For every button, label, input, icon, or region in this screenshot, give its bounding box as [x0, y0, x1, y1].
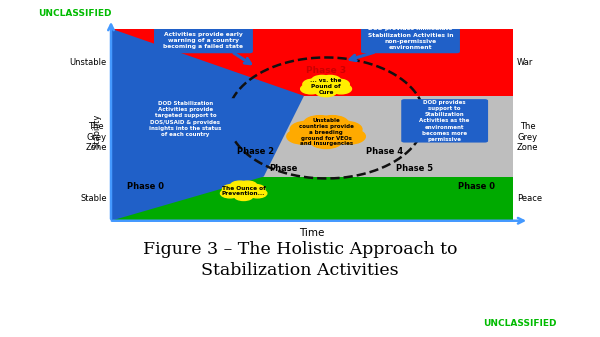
Text: UNCLASSIFIED: UNCLASSIFIED: [483, 319, 557, 328]
Text: DOD Stabilization
Activities provide early
warning of a country
becoming a faile: DOD Stabilization Activities provide ear…: [163, 26, 244, 49]
Text: War: War: [517, 58, 533, 67]
Text: DOD Stabilization
Activities provide
targeted support to
DOS/USAID & provides
in: DOD Stabilization Activities provide tar…: [149, 101, 221, 137]
Polygon shape: [111, 29, 304, 221]
Circle shape: [304, 116, 336, 131]
Circle shape: [333, 129, 365, 144]
Circle shape: [220, 189, 239, 198]
FancyBboxPatch shape: [401, 99, 488, 143]
Circle shape: [331, 84, 352, 94]
Text: Phase 3: Phase 3: [306, 66, 346, 75]
Circle shape: [311, 75, 332, 85]
Text: Phase 0: Phase 0: [127, 182, 164, 191]
Circle shape: [320, 75, 341, 85]
Text: Phase 2: Phase 2: [237, 147, 274, 156]
Circle shape: [248, 189, 267, 198]
Circle shape: [316, 116, 349, 131]
Circle shape: [238, 181, 257, 190]
Text: DOD provides
support to
Stabilization
Activities as the
environment
becomes more: DOD provides support to Stabilization Ac…: [419, 100, 470, 142]
Circle shape: [311, 79, 341, 93]
Text: The
Grey
Zone: The Grey Zone: [86, 122, 107, 152]
Text: Phase: Phase: [269, 164, 298, 173]
Text: Stability: Stability: [92, 113, 101, 148]
Bar: [111, 96, 513, 177]
Circle shape: [310, 133, 342, 149]
Circle shape: [234, 191, 253, 201]
Text: Time: Time: [299, 228, 325, 238]
Circle shape: [287, 129, 319, 144]
Text: UNCLASSIFIED: UNCLASSIFIED: [38, 9, 112, 18]
Circle shape: [245, 184, 265, 194]
Circle shape: [230, 181, 250, 190]
Text: The Ounce of
Prevention...: The Ounce of Prevention...: [222, 186, 266, 196]
Text: ... vs. the
Pound of
Cure: ... vs. the Pound of Cure: [310, 78, 342, 95]
Circle shape: [301, 84, 322, 94]
Bar: [111, 29, 513, 96]
Circle shape: [303, 79, 325, 90]
Text: Unstable: Unstable: [70, 58, 107, 67]
Text: The
Grey
Zone: The Grey Zone: [517, 122, 539, 152]
FancyBboxPatch shape: [135, 98, 236, 140]
Circle shape: [328, 121, 362, 137]
Text: Stable: Stable: [80, 194, 107, 203]
Circle shape: [290, 121, 324, 137]
Text: Phase 5: Phase 5: [396, 164, 433, 173]
FancyBboxPatch shape: [361, 23, 460, 53]
FancyBboxPatch shape: [154, 21, 253, 53]
Text: Phase 0: Phase 0: [458, 182, 496, 191]
Circle shape: [328, 79, 349, 90]
Text: DOD provides immediate
Stabilization Activities in
non-permissive
environment: DOD provides immediate Stabilization Act…: [368, 26, 454, 50]
Circle shape: [230, 184, 257, 197]
Text: Peace: Peace: [517, 194, 542, 203]
Text: Phase 4: Phase 4: [366, 147, 403, 156]
Bar: [111, 177, 513, 221]
Circle shape: [316, 87, 337, 97]
Text: Figure 3 – The Holistic Approach to
Stabilization Activities: Figure 3 – The Holistic Approach to Stab…: [143, 241, 457, 279]
Circle shape: [223, 184, 242, 194]
Text: Unstable
countries provide
a breeding
ground for VEOs
and insurgencies: Unstable countries provide a breeding gr…: [299, 118, 353, 147]
Circle shape: [303, 121, 349, 144]
